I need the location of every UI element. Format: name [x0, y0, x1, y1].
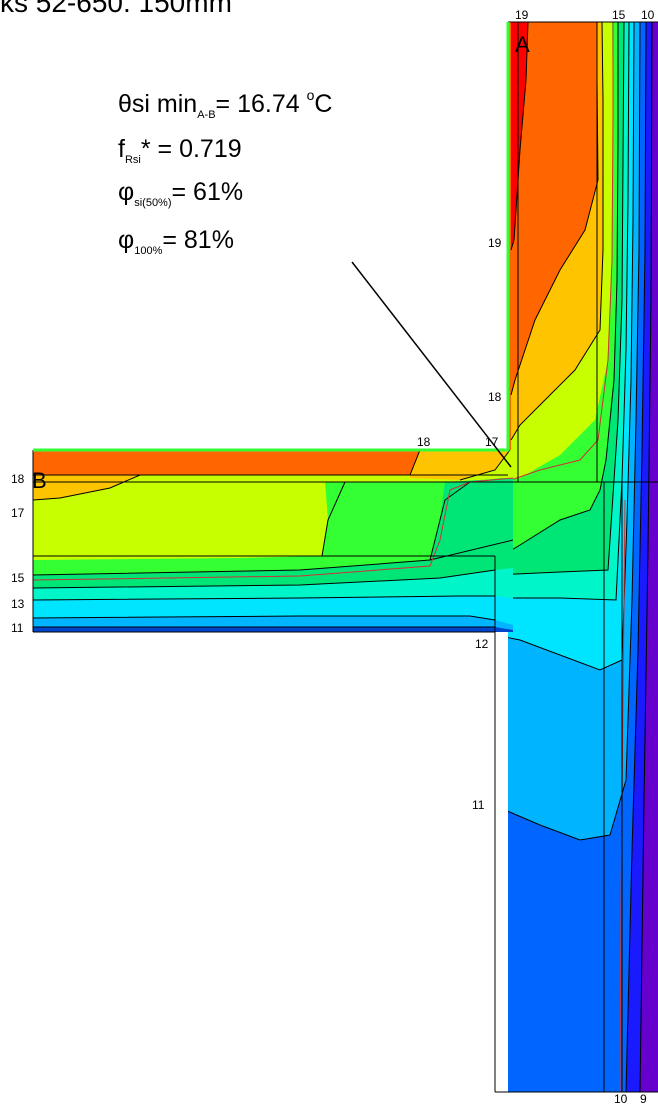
phi50-prefix: φ — [118, 178, 135, 206]
isotherm-label-left-15: 15 — [11, 571, 25, 585]
f-prefix: f — [118, 135, 125, 163]
isotherm-label-left-13: 13 — [11, 597, 25, 611]
phi-100-line: φ100%= 81% — [118, 226, 234, 257]
isotherm-label-bottom-9: 9 — [640, 1092, 647, 1106]
isotherm-label-h17: 17 — [485, 435, 499, 449]
theta-degree: o — [306, 87, 315, 103]
isotherm-label-left-11: 11 — [11, 621, 24, 635]
theta-prefix: θsi min — [118, 90, 198, 118]
band-19-20 — [511, 22, 528, 250]
slab-band-10-11 — [33, 627, 513, 632]
point-b-label: B — [32, 468, 47, 493]
isotherm-label-h18: 18 — [417, 435, 431, 449]
floor-slab — [33, 450, 513, 632]
slab-isolines — [33, 450, 513, 628]
isotherm-label-11: 11 — [472, 798, 485, 812]
isotherm-label-left-18: 18 — [11, 472, 25, 486]
isotherm-label-12: 12 — [475, 637, 489, 651]
theta-unit: C — [314, 90, 333, 118]
header-text: ks 52-650. 150mm — [0, 0, 232, 18]
wall-column — [508, 22, 658, 1092]
phi100-prefix: φ — [118, 226, 135, 254]
slab-band-17-18-left — [33, 475, 140, 500]
phi-50-line: φsi(50%)= 61% — [118, 178, 244, 209]
point-a-label: A — [515, 32, 530, 57]
f-rsi-line: fRsi* = 0.719 — [118, 135, 242, 166]
isotherm-label-left-17: 17 — [11, 506, 25, 520]
f-value: * = 0.719 — [140, 135, 242, 163]
f-sub: Rsi — [124, 154, 141, 166]
isotherm-label-19: 19 — [488, 236, 502, 250]
inner-surface-line — [33, 22, 510, 452]
isotherm-label-bottom-10: 10 — [614, 1092, 628, 1106]
isotherm-label-top-15: 15 — [612, 8, 626, 22]
phi50-sub: si(50%) — [134, 197, 172, 209]
band-10-11 — [508, 22, 658, 1092]
theta-value: = 16.74 — [215, 90, 300, 118]
slab-band-18-19 — [33, 450, 420, 475]
band-8-9 — [640, 22, 658, 1092]
theta-sub: A-B — [197, 109, 216, 121]
isotherm-label-top-10: 10 — [641, 8, 655, 22]
isotherm-label-top-19: 19 — [515, 8, 529, 22]
theta-si-min-line: θsi minA-B= 16.74 oC — [118, 88, 333, 121]
isotherm-label-18: 18 — [488, 390, 502, 404]
phi100-sub: 100% — [134, 245, 163, 257]
leader-line — [351, 261, 512, 468]
phi50-value: = 61% — [171, 178, 244, 206]
phi100-value: = 81% — [162, 226, 234, 254]
